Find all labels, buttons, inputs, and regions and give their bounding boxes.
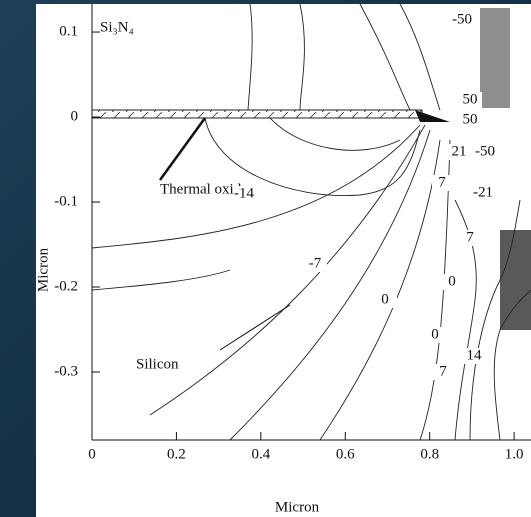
x-tick-label: 0 (88, 446, 96, 462)
label-bg (375, 292, 397, 308)
dense-region (500, 230, 531, 330)
contour-label: 14 (467, 347, 483, 363)
contour-label: -7 (309, 255, 322, 271)
label-bg (305, 256, 327, 272)
annotation: Si₃N₄ (100, 19, 134, 35)
label-bg (452, 12, 474, 28)
contour-label: -14 (234, 185, 254, 201)
contour-label: 0 (431, 326, 439, 342)
pointer (158, 117, 207, 181)
label-bg (425, 327, 447, 343)
contour-label: 7 (466, 229, 474, 245)
y-tick-label: 0 (71, 108, 79, 124)
y-tick-label: -0.3 (54, 363, 78, 379)
contour-label: 0 (448, 273, 456, 289)
dense-region (480, 8, 510, 108)
contour-label: 7 (438, 174, 446, 190)
label-bg (460, 112, 482, 128)
y-tick-label: -0.2 (54, 278, 78, 294)
corner-mark (415, 110, 450, 122)
label-bg (475, 144, 497, 160)
label-bg (234, 186, 256, 202)
label-bg (464, 348, 486, 364)
x-tick-label: 0.2 (167, 446, 186, 462)
label-bg (460, 92, 482, 108)
x-tick-label: 1.0 (505, 446, 524, 462)
label-bg (433, 364, 455, 380)
contour-label: 50 (463, 111, 478, 127)
contour-label: 7 (439, 363, 447, 379)
label-bg (460, 230, 482, 246)
y-tick-label: -0.1 (54, 193, 78, 209)
contour-label: 21 (452, 143, 467, 159)
contour-label: -50 (475, 143, 495, 159)
contour-label: -50 (452, 11, 472, 27)
label-bg (432, 175, 454, 191)
annotation: Silicon (136, 356, 179, 372)
contour-label: -21 (473, 184, 493, 200)
contour-label: 0 (381, 291, 389, 307)
label-bg (473, 185, 495, 201)
label-bg (449, 144, 471, 160)
annotation: Thermal oxide (160, 181, 248, 197)
x-tick-label: 0.6 (336, 446, 355, 462)
pointer (219, 304, 291, 351)
y-tick-label: 0.1 (59, 23, 78, 39)
x-axis-label: Micron (275, 499, 320, 515)
oxide-layer (91, 109, 423, 119)
x-tick-label: 0.4 (251, 446, 270, 462)
x-tick-label: 0.8 (420, 446, 439, 462)
plot-panel (36, 4, 531, 517)
contour-lines (91, 3, 531, 441)
label-bg (442, 274, 464, 290)
contour-label: 50 (463, 91, 478, 107)
y-axis-label: Micron (35, 247, 51, 292)
